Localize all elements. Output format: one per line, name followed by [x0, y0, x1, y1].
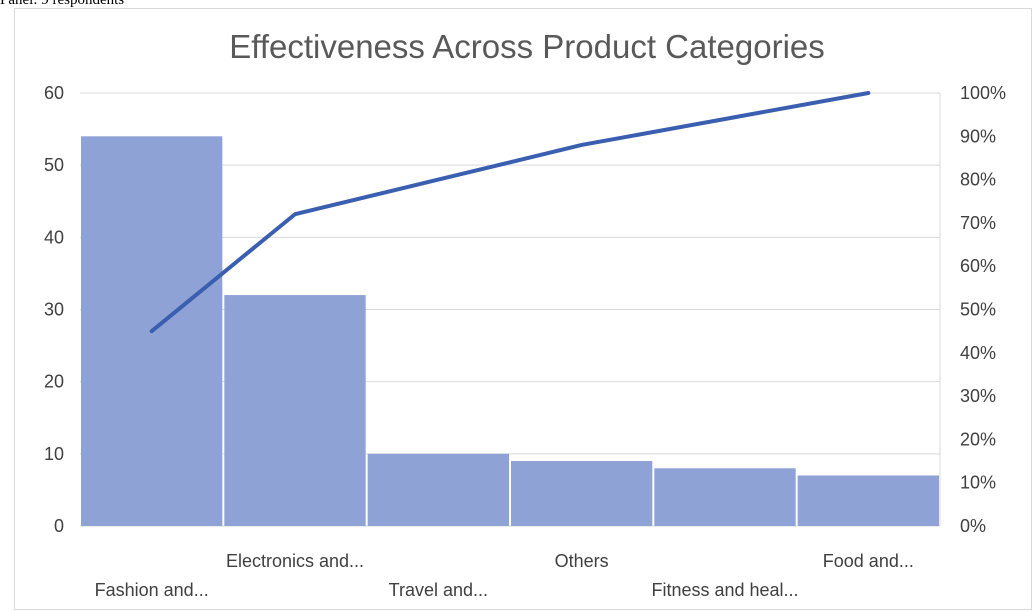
y2-tick-label-0: 0% — [960, 516, 986, 536]
y2-tick-label-9: 90% — [960, 126, 996, 146]
y-tick-label-0: 0 — [54, 516, 64, 536]
panel-caption: Panel: 9 respondents — [0, 0, 125, 8]
y-tick-label-1: 10 — [44, 444, 64, 464]
x-axis: Fashion and... Electronics and... Travel a… — [95, 551, 914, 600]
y2-tick-label-5: 50% — [960, 300, 996, 320]
y2-tick-label-7: 70% — [960, 213, 996, 233]
x-category-label-0: Fashion and... — [95, 580, 209, 600]
y-axis-right: 0% 10% 20% 30% 40% 50% 60% 70% 80% 90% 100% — [960, 83, 1006, 536]
y2-tick-label-8: 80% — [960, 170, 996, 190]
bar-4 — [654, 468, 796, 526]
y-tick-label-2: 20 — [44, 372, 64, 392]
y-tick-label-6: 60 — [44, 83, 64, 103]
y-tick-label-5: 50 — [44, 155, 64, 175]
y2-tick-label-2: 20% — [960, 429, 996, 449]
bar-2 — [367, 453, 509, 526]
y2-tick-label-4: 40% — [960, 343, 996, 363]
y2-tick-label-6: 60% — [960, 256, 996, 276]
bar-1 — [224, 295, 366, 526]
chart-title: Effectiveness Across Product Categories — [229, 28, 825, 65]
x-category-label-2: Travel and... — [389, 580, 488, 600]
bars — [81, 136, 939, 527]
y-tick-label-4: 40 — [44, 227, 64, 247]
y-axis-left: 0 10 20 30 40 50 60 — [44, 83, 64, 536]
cumulative-series-line — [149, 91, 871, 334]
y2-tick-label-10: 100% — [960, 83, 1006, 103]
x-category-label-5: Food and... — [823, 551, 914, 571]
x-category-label-3: Others — [555, 551, 609, 571]
x-category-label-1: Electronics and... — [226, 551, 364, 571]
cumulative-line — [149, 91, 871, 334]
y-tick-label-3: 30 — [44, 300, 64, 320]
y2-tick-label-1: 10% — [960, 473, 996, 493]
y2-tick-label-3: 30% — [960, 386, 996, 406]
x-category-label-4: Fitness and heal... — [651, 580, 798, 600]
bar-5 — [797, 475, 939, 526]
grid-lines — [80, 92, 941, 527]
bar-3 — [511, 461, 653, 526]
